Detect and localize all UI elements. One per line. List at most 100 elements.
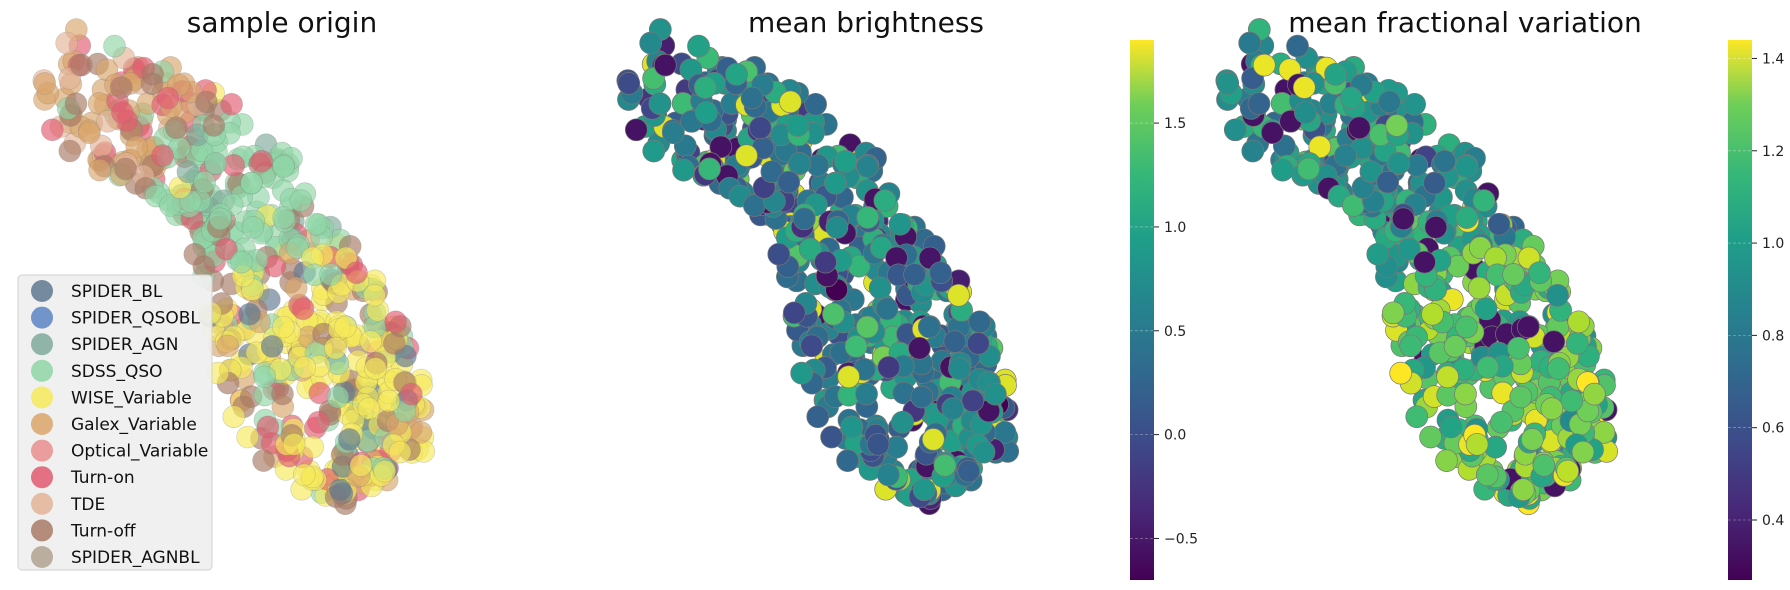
scatter-point [840, 415, 864, 439]
scatter-point [292, 463, 316, 487]
scatter-point [1387, 152, 1411, 175]
scatter-point [326, 385, 350, 409]
scatter-point [382, 332, 406, 355]
colorbar-tick-label: 0.8 [1762, 328, 1784, 344]
scatter-point [972, 440, 996, 464]
scatter-point [250, 150, 273, 173]
scatter-point [1292, 76, 1316, 99]
scatter-point [1455, 315, 1478, 339]
colorbar-tick-label: 0.6 [1762, 421, 1784, 437]
scatter-point [236, 425, 259, 449]
scatter-point [64, 92, 88, 115]
scatter-point [1334, 144, 1357, 167]
scatter-point [735, 144, 758, 167]
scatter-point [240, 171, 263, 195]
scatter-point [289, 189, 313, 212]
scatter-point [983, 382, 1007, 406]
legend-label: SDSS_QSO [71, 362, 163, 382]
legend-marker [31, 492, 53, 515]
scatter-point [903, 263, 926, 286]
scatter-point [617, 72, 641, 95]
legend: SPIDER_BL SPIDER_QSOBL SPIDER_AGN SDSS_QSO W… [17, 274, 213, 571]
scatter-point [725, 62, 748, 86]
legend-label: WISE_Variable [71, 388, 192, 408]
scatter-point [837, 365, 860, 389]
scatter-point [1467, 276, 1491, 300]
scatter-point [1516, 315, 1540, 339]
scatter-point [1399, 334, 1423, 358]
scatter-point [1389, 361, 1413, 385]
scatter-point [910, 385, 934, 409]
scatter-point [33, 72, 57, 95]
scatter-point [825, 215, 849, 239]
scatter-point [1376, 170, 1400, 194]
scatter-point [1487, 212, 1511, 236]
scatter-point [304, 212, 328, 236]
scatter-point [337, 428, 361, 451]
scatter-point [260, 335, 284, 358]
legend-marker [31, 413, 53, 435]
scatter-point [806, 405, 830, 429]
scatter-point [1403, 92, 1426, 116]
scatter-point [856, 206, 880, 229]
scatter-point [1294, 101, 1317, 124]
legend-label: Galex_Variable [71, 415, 197, 435]
scatter-point [1424, 215, 1448, 239]
scatter-point [822, 302, 845, 326]
scatter-point [1475, 463, 1499, 487]
scatter-point [653, 53, 677, 77]
scatter-point [209, 207, 232, 231]
scatter-point [888, 212, 912, 236]
scatter-point [767, 242, 791, 266]
colorbar-tick-label: 1.5 [1164, 116, 1186, 132]
scatter-point [399, 382, 423, 406]
scatter-point [1247, 92, 1271, 116]
scatter-point [968, 310, 992, 334]
scatter-point [1260, 121, 1284, 145]
scatter-point [1252, 53, 1276, 77]
scatter-point [1324, 62, 1347, 86]
scatter-point [114, 157, 137, 181]
scatter-point [282, 432, 306, 456]
colorbar-tick-label: 0.5 [1164, 324, 1186, 340]
scatter-point [1381, 301, 1405, 325]
scatter-point [695, 101, 718, 124]
scatter-point [272, 315, 295, 339]
scatter-point [333, 315, 357, 339]
scatter-point [165, 116, 188, 140]
scatter-point [1241, 139, 1265, 163]
scatter-point [1216, 72, 1240, 95]
scatter-point [284, 276, 308, 300]
scatter-point [891, 410, 914, 434]
scatter-point [788, 152, 812, 175]
scatter-point [875, 297, 899, 321]
legend-label: SPIDER_BL [71, 282, 163, 302]
scatter-point [1547, 357, 1570, 380]
scatter-point [929, 261, 952, 285]
scatter-point [1435, 449, 1458, 472]
scatter-point [790, 361, 814, 385]
scatter-point [272, 206, 296, 229]
scatter-point [824, 171, 847, 195]
scatter-point [176, 160, 200, 183]
scatter-point [782, 301, 806, 325]
scatter-point [1507, 336, 1530, 360]
scatter-point [1421, 302, 1444, 326]
scatter-point [291, 297, 315, 321]
scatter-point [877, 355, 901, 379]
legend-marker [31, 546, 53, 568]
scatter-point [1509, 385, 1533, 409]
scatter-point [798, 237, 822, 261]
scatter-point [183, 242, 207, 266]
scatter-point [948, 357, 971, 380]
legend-label: SPIDER_AGNBL [71, 548, 200, 568]
legend-marker [31, 386, 53, 409]
colorbar [1130, 40, 1154, 580]
scatter-point [957, 459, 981, 483]
colorbar-tick-label: 0.0 [1164, 428, 1186, 444]
panel-title: sample origin [187, 6, 377, 39]
scatter-point [1436, 365, 1459, 389]
scatter-point [1385, 114, 1409, 137]
colorbar-ticks: −0.5 0.0 0.5 1.0 1.5 [1130, 116, 1198, 547]
scatter-point [216, 334, 239, 358]
